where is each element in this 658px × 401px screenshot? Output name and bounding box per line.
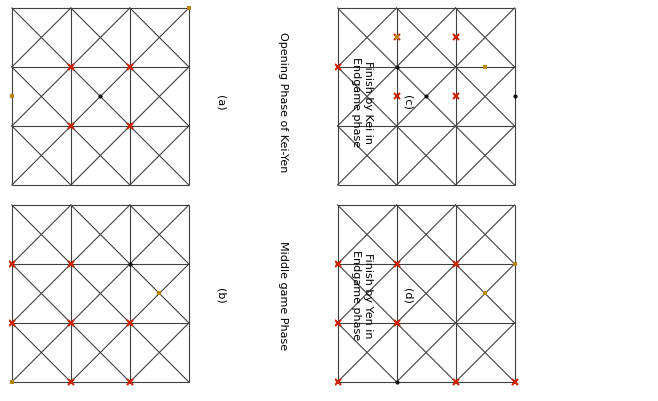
Text: (d): (d) xyxy=(403,287,413,303)
Text: (b): (b) xyxy=(215,287,226,303)
Text: Opening Phase of Kei-Yen: Opening Phase of Kei-Yen xyxy=(278,32,288,172)
Text: (c): (c) xyxy=(403,95,413,110)
Text: Finish by Yen in
Endgame phase: Finish by Yen in Endgame phase xyxy=(351,250,372,340)
Text: Middle game Phase: Middle game Phase xyxy=(278,240,288,349)
Text: (a): (a) xyxy=(215,95,226,110)
Text: Finish by Kei in
Endgame phase: Finish by Kei in Endgame phase xyxy=(351,57,372,147)
